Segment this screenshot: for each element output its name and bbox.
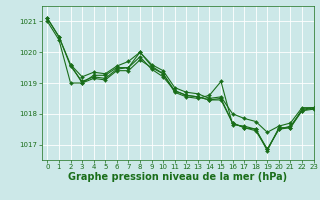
X-axis label: Graphe pression niveau de la mer (hPa): Graphe pression niveau de la mer (hPa)	[68, 172, 287, 182]
